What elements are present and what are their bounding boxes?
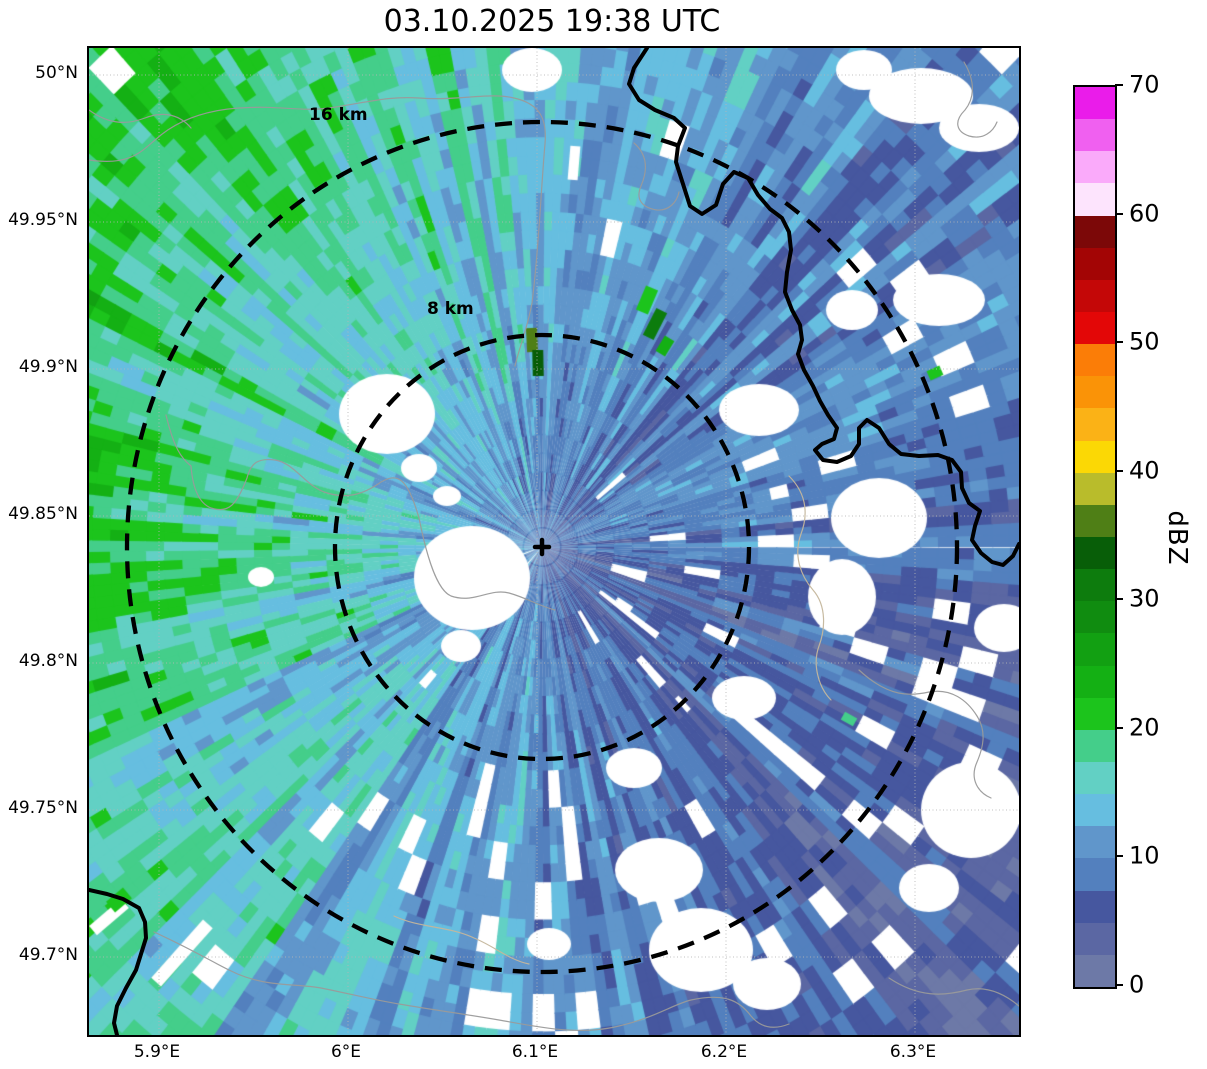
colorbar-segment <box>1075 344 1115 377</box>
x-tick-label: 6.1°E <box>511 1042 559 1062</box>
colorbar-segment <box>1075 504 1115 537</box>
colorbar-segment <box>1075 954 1115 987</box>
colorbar-segment <box>1075 601 1115 634</box>
colorbar-tick-label: 50 <box>1129 327 1160 356</box>
colorbar-tickmark <box>1115 855 1123 858</box>
colorbar-tick-label: 30 <box>1129 584 1160 613</box>
colorbar-segment <box>1075 761 1115 795</box>
colorbar-segment <box>1075 858 1115 891</box>
colorbar-tick-label: 0 <box>1129 970 1145 999</box>
colorbar-segment <box>1075 279 1115 312</box>
colorbar-segment <box>1075 87 1115 120</box>
colorbar-segment <box>1075 890 1115 923</box>
colorbar-segment <box>1075 247 1115 280</box>
x-tick-label: 6.2°E <box>700 1042 748 1062</box>
colorbar-unit-label: dBZ <box>1162 510 1192 566</box>
y-tick-label: 49.95°N <box>8 210 78 230</box>
y-tick-label: 49.9°N <box>18 357 78 377</box>
x-tick-label: 5.9°E <box>133 1042 181 1062</box>
y-tick-label: 49.75°N <box>8 798 78 818</box>
colorbar-segment <box>1075 826 1115 859</box>
y-tick-label: 49.7°N <box>18 945 78 965</box>
colorbar-segment <box>1075 633 1115 666</box>
colorbar-segment <box>1075 440 1115 473</box>
colorbar-tickmark <box>1115 341 1123 344</box>
colorbar-segment <box>1075 569 1115 602</box>
map-panel: 8 km 16 km <box>87 46 1021 1037</box>
colorbar-tickmark <box>1115 598 1123 601</box>
colorbar-tick-label: 10 <box>1129 841 1160 870</box>
colorbar-segment <box>1075 536 1115 570</box>
colorbar-segment <box>1075 665 1115 698</box>
colorbar-tick-label: 60 <box>1129 199 1160 228</box>
x-tick-label: 6.3°E <box>889 1042 937 1062</box>
plot-title: 03.10.2025 19:38 UTC <box>383 4 721 39</box>
colorbar-tickmark <box>1115 212 1123 215</box>
colorbar-segment <box>1075 311 1115 345</box>
colorbar-tick-label: 40 <box>1129 456 1160 485</box>
colorbar-segment <box>1075 729 1115 762</box>
colorbar-segment <box>1075 922 1115 955</box>
x-tick-label: 6°E <box>330 1042 362 1062</box>
radar-field-canvas <box>89 48 1019 1035</box>
colorbar-tickmark <box>1115 84 1123 86</box>
colorbar <box>1073 85 1117 989</box>
colorbar-segment <box>1075 183 1115 216</box>
colorbar-tickmark <box>1115 726 1123 729</box>
colorbar-segment <box>1075 472 1115 505</box>
colorbar-tick-label: 70 <box>1129 70 1160 99</box>
y-tick-label: 49.8°N <box>18 651 78 671</box>
colorbar-segment <box>1075 215 1115 248</box>
colorbar-segment <box>1075 794 1115 827</box>
y-tick-label: 49.85°N <box>8 504 78 524</box>
colorbar-segment <box>1075 408 1115 441</box>
colorbar-segment <box>1075 119 1115 152</box>
colorbar-segment <box>1075 376 1115 409</box>
colorbar-segment <box>1075 151 1115 184</box>
y-tick-label: 50°N <box>35 63 78 83</box>
colorbar-tick-label: 20 <box>1129 713 1160 742</box>
colorbar-tickmark <box>1115 469 1123 472</box>
colorbar-segment <box>1075 697 1115 730</box>
colorbar-tickmark <box>1115 984 1123 986</box>
